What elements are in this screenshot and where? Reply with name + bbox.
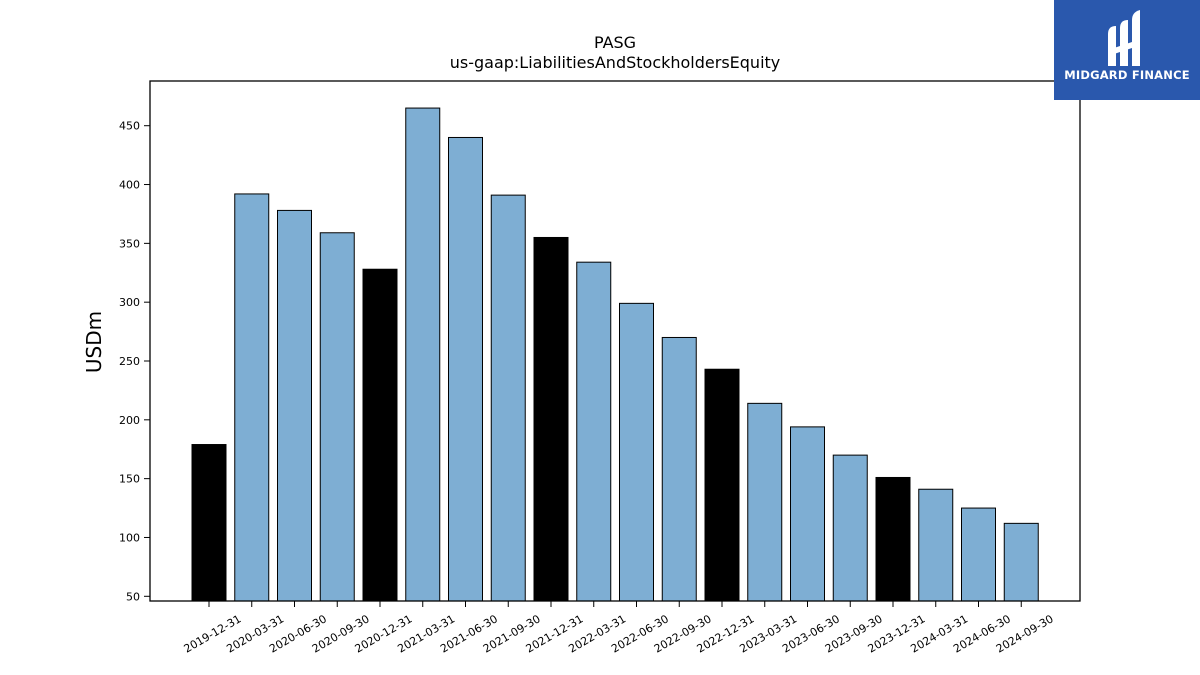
- y-tick-label: 200: [119, 414, 140, 427]
- bar-2020-06-30: [277, 209, 312, 602]
- bar-2023-12-31: [875, 476, 911, 602]
- y-tick-label: 400: [119, 179, 140, 192]
- y-tick-label: 450: [119, 120, 140, 133]
- bar-2024-06-30: [961, 507, 996, 602]
- y-axis-label: USDm: [82, 311, 106, 373]
- chart-subtitle: us-gaap:LiabilitiesAndStockholdersEquity: [450, 53, 781, 72]
- bar-2022-03-31: [576, 261, 612, 602]
- bar-2024-09-30: [1003, 522, 1039, 602]
- bar-2023-06-30: [790, 426, 825, 602]
- y-ticks-group: 50 100 150 200 250 300 350 400 450: [119, 120, 150, 603]
- logo-text: MIDGARD FINANCE: [1064, 68, 1190, 82]
- bar-2021-03-31: [405, 107, 441, 602]
- midgard-logo-mark-icon: [1108, 10, 1140, 66]
- y-tick-label: 300: [119, 296, 140, 309]
- chart-title: PASG: [594, 33, 636, 52]
- bar-2019-12-31: [191, 444, 227, 602]
- y-tick-label: 100: [119, 531, 140, 544]
- bar-2020-03-31: [234, 193, 270, 602]
- bar-2020-12-31: [362, 268, 398, 602]
- bar-2023-03-31: [747, 402, 783, 602]
- bar-2024-03-31: [918, 488, 954, 602]
- plot-frame: [149, 80, 1081, 602]
- bar-2021-06-30: [448, 136, 483, 602]
- y-tick-label: 350: [119, 237, 140, 250]
- midgard-finance-logo: MIDGARD FINANCE: [1054, 0, 1200, 100]
- y-tick-label: 150: [119, 473, 140, 486]
- bar-2022-09-30: [661, 336, 697, 602]
- bars-group: [191, 107, 1039, 602]
- y-tick-label: 250: [119, 355, 140, 368]
- bar-2022-06-30: [619, 302, 654, 602]
- bar-2021-09-30: [490, 194, 526, 602]
- bar-2021-12-31: [533, 236, 569, 602]
- bar-2023-09-30: [832, 454, 868, 602]
- y-tick-label: 50: [126, 590, 140, 603]
- bar-2022-12-31: [704, 368, 740, 602]
- bar-2020-09-30: [319, 232, 355, 602]
- x-ticks-group: 2019-12-312020-03-312020-06-302020-09-30…: [182, 601, 1056, 656]
